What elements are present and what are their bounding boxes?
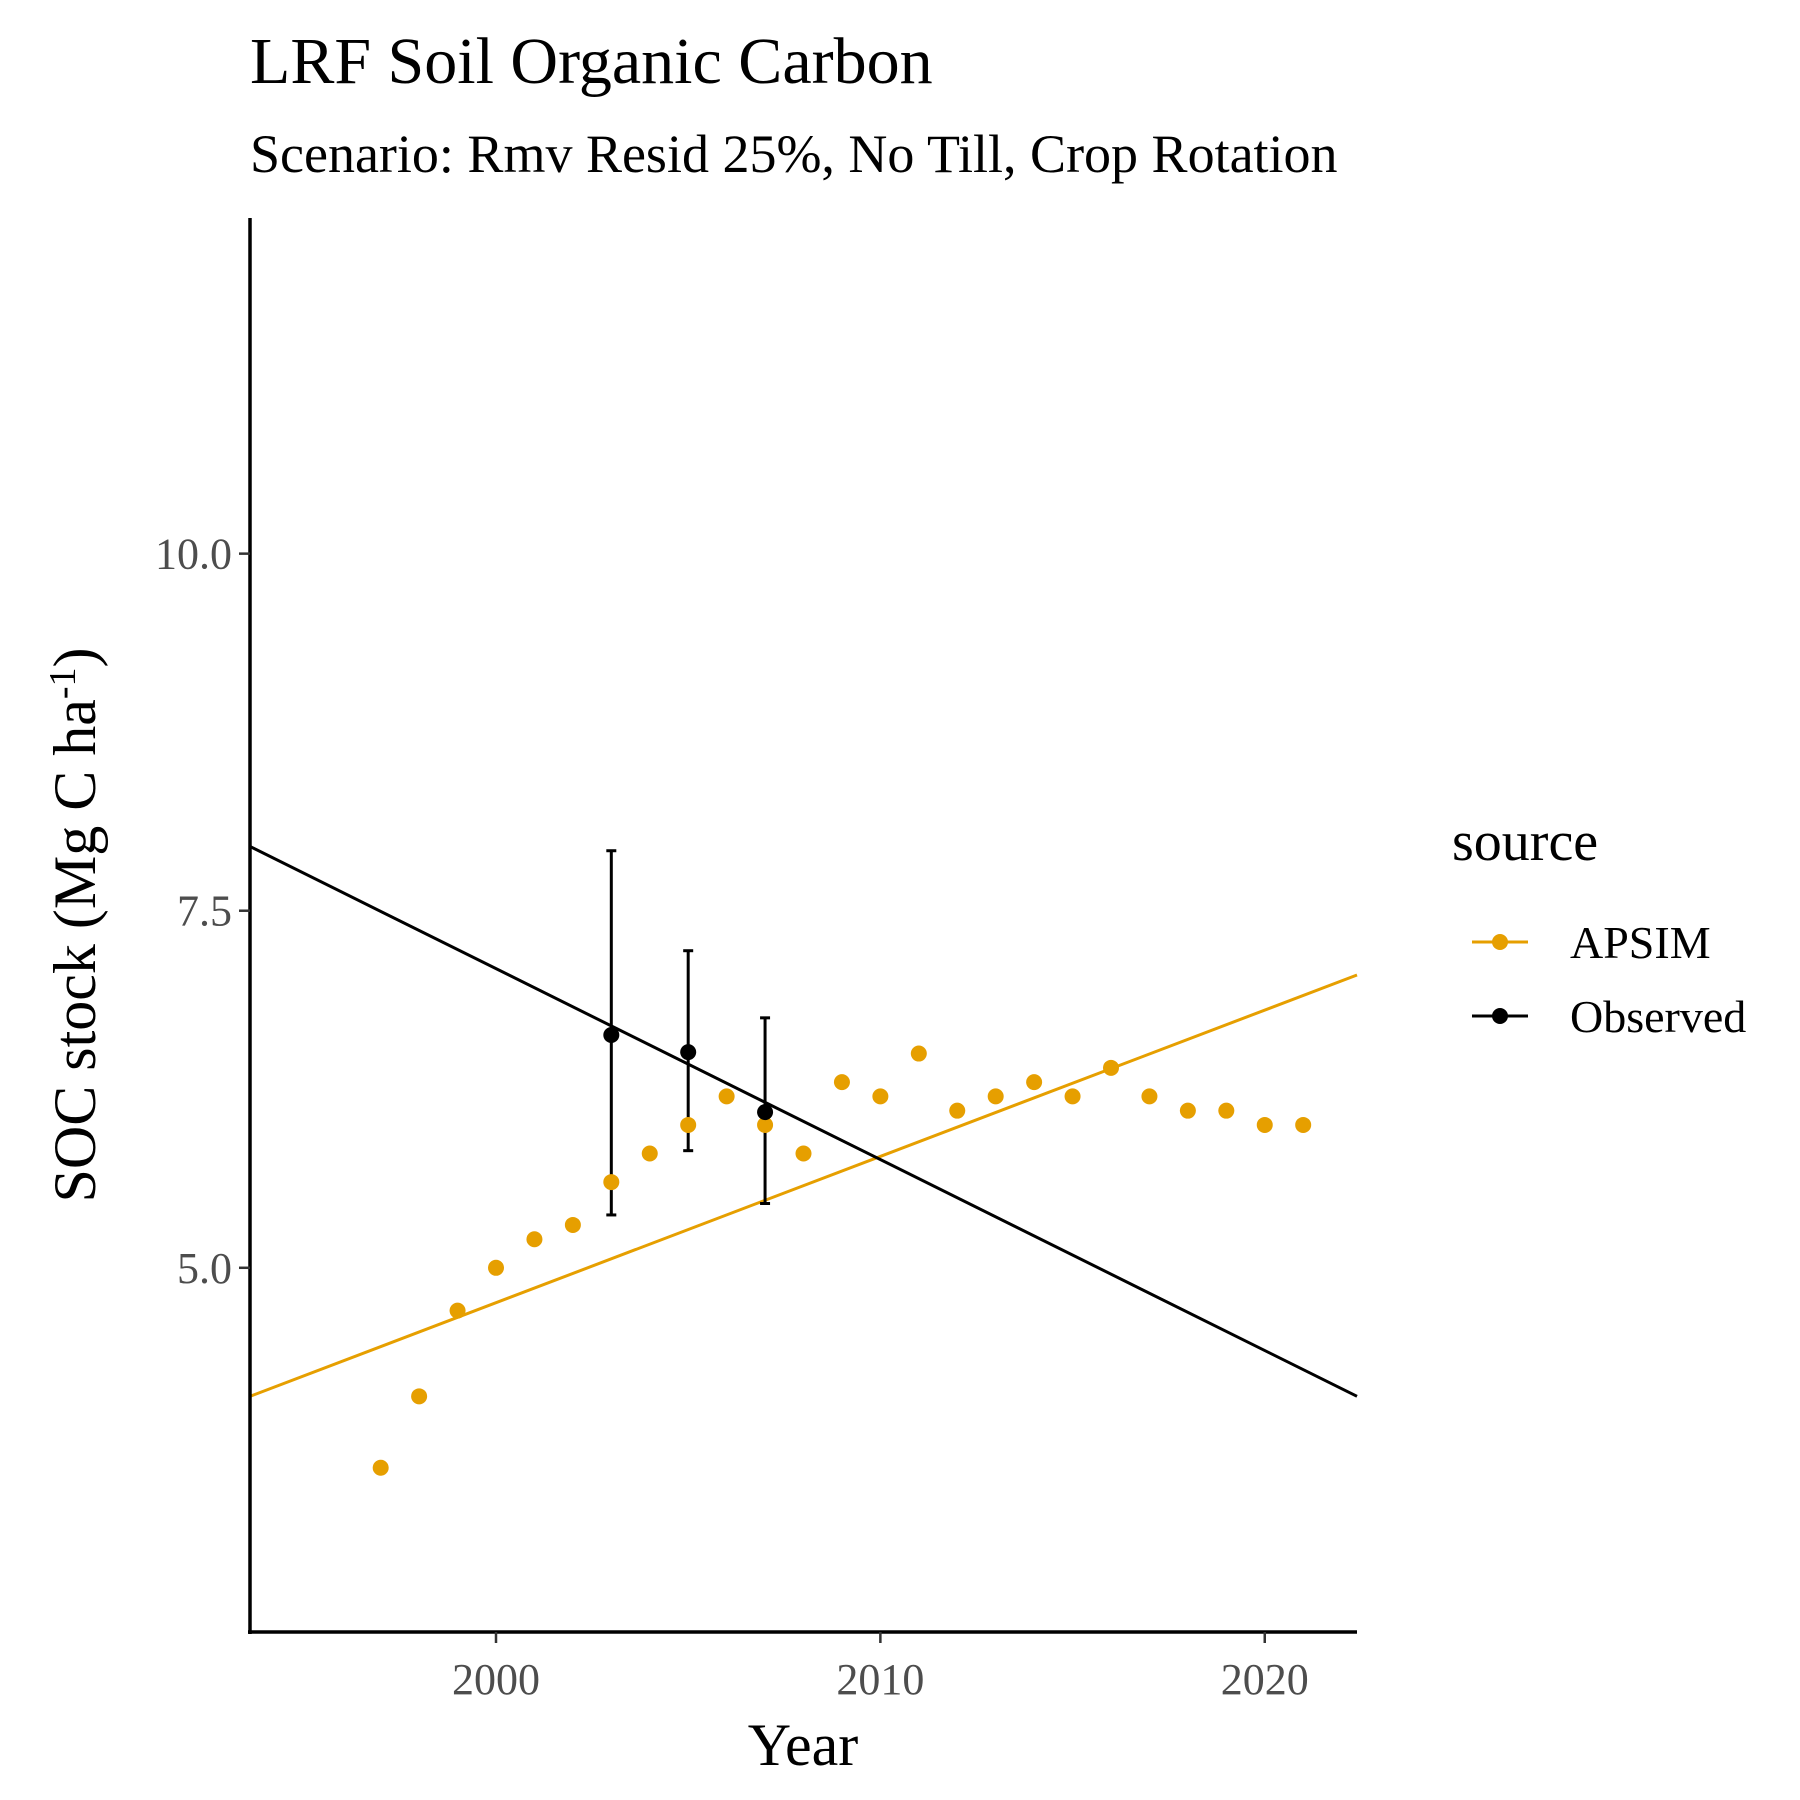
apsim-point bbox=[1179, 1102, 1196, 1119]
error-bars bbox=[606, 849, 771, 1217]
apsim-point bbox=[1295, 1116, 1312, 1133]
observed-point bbox=[680, 1044, 697, 1061]
data-points bbox=[372, 1026, 1312, 1476]
apsim-point bbox=[795, 1145, 812, 1162]
trend-lines bbox=[249, 845, 1358, 1398]
apsim-point bbox=[833, 1074, 850, 1091]
apsim-point bbox=[411, 1388, 428, 1405]
apsim-point bbox=[949, 1102, 966, 1119]
apsim-point bbox=[449, 1302, 466, 1319]
apsim-point bbox=[641, 1145, 658, 1162]
apsim-point bbox=[1218, 1102, 1235, 1119]
apsim-point bbox=[1103, 1059, 1119, 1076]
apsim-point bbox=[757, 1116, 774, 1133]
x-tick-label: 2000 bbox=[452, 1655, 540, 1704]
legend: source APSIM Observed bbox=[1452, 811, 1746, 1042]
chart-title: LRF Soil Organic Carbon bbox=[250, 25, 933, 98]
legend-key-point-observed bbox=[1492, 1008, 1508, 1024]
plot-panel bbox=[249, 845, 1358, 1476]
apsim-trend-line bbox=[249, 973, 1358, 1398]
apsim-point bbox=[1141, 1088, 1158, 1105]
apsim-point bbox=[1026, 1074, 1043, 1091]
apsim-point bbox=[526, 1231, 543, 1248]
apsim-point bbox=[910, 1045, 927, 1062]
apsim-point bbox=[603, 1174, 620, 1191]
apsim-point bbox=[680, 1116, 697, 1133]
observed-trend-line bbox=[249, 845, 1358, 1398]
chart-subtitle: Scenario: Rmv Resid 25%, No Till, Crop R… bbox=[250, 124, 1338, 184]
apsim-point bbox=[372, 1459, 389, 1476]
apsim-point bbox=[987, 1088, 1004, 1105]
y-axis-ticks: 5.0 7.5 10.0 bbox=[155, 530, 250, 1293]
legend-title: source bbox=[1452, 811, 1598, 873]
x-tick-label: 2020 bbox=[1221, 1655, 1309, 1704]
legend-label-apsim: APSIM bbox=[1570, 917, 1711, 968]
y-tick-label: 5.0 bbox=[177, 1244, 232, 1293]
apsim-point bbox=[1256, 1116, 1273, 1133]
y-axis-title: SOC stock (Mg C ha-1) bbox=[42, 648, 108, 1203]
x-axis-ticks: 2000 2010 2020 bbox=[452, 1632, 1309, 1704]
apsim-point bbox=[872, 1088, 889, 1105]
legend-label-observed: Observed bbox=[1570, 991, 1746, 1042]
y-axis-title-text: SOC stock (Mg C ha bbox=[42, 699, 108, 1202]
legend-key-point-apsim bbox=[1492, 934, 1508, 950]
apsim-point bbox=[718, 1088, 735, 1105]
apsim-point bbox=[1064, 1088, 1081, 1105]
x-tick-label: 2010 bbox=[836, 1655, 924, 1704]
apsim-point bbox=[488, 1259, 504, 1276]
observed-point bbox=[757, 1104, 774, 1121]
y-axis-title-suffix: ) bbox=[42, 648, 108, 668]
y-tick-label: 10.0 bbox=[155, 530, 232, 579]
observed-point bbox=[603, 1026, 620, 1043]
y-axis-title-superscript: -1 bbox=[42, 667, 84, 699]
apsim-point bbox=[564, 1216, 581, 1233]
x-axis-title: Year bbox=[748, 1712, 859, 1778]
y-tick-label: 7.5 bbox=[177, 887, 232, 936]
